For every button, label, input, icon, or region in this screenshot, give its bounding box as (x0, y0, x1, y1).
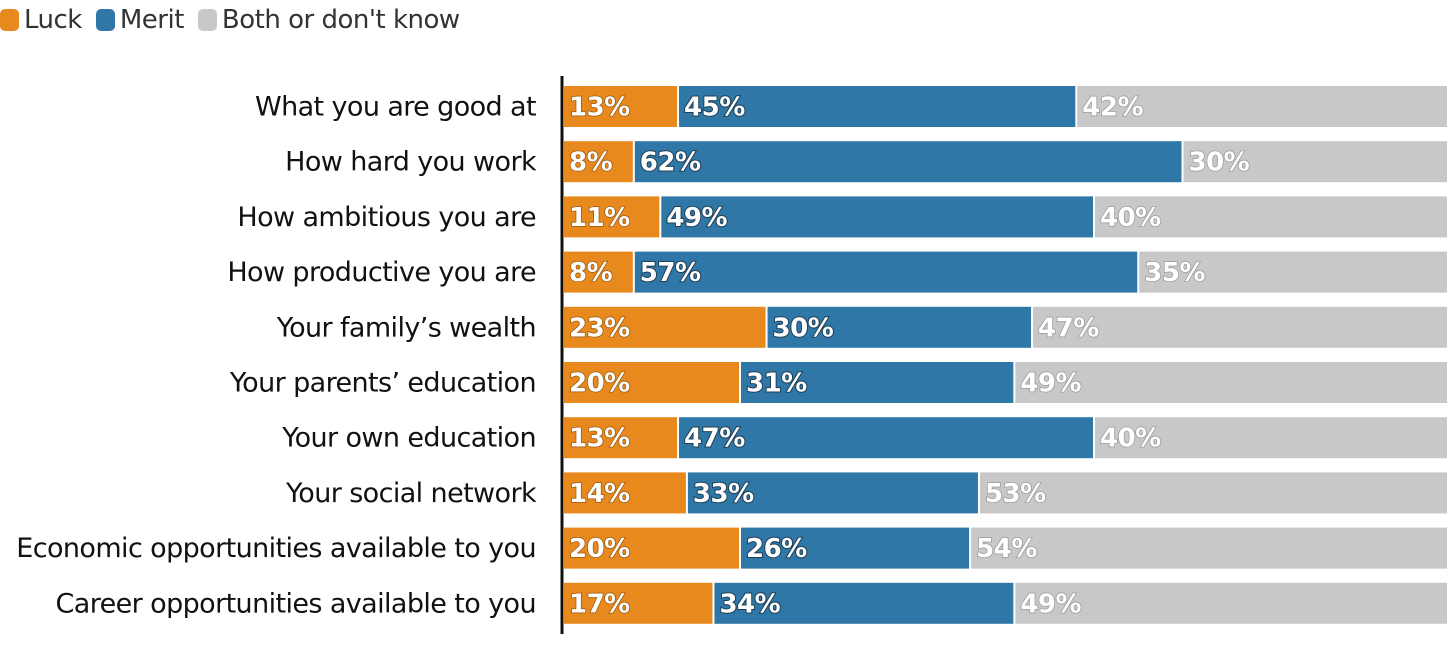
category-label: What you are good at (255, 92, 536, 123)
value-label-both: 40% (1100, 203, 1161, 233)
value-label-merit: 45% (684, 93, 745, 123)
value-label-both: 35% (1144, 258, 1205, 288)
bar-both (971, 527, 1447, 569)
legend-item-luck: Luck (0, 5, 82, 35)
bar-merit (679, 417, 1093, 459)
value-label-luck: 14% (569, 479, 630, 509)
value-label-luck: 13% (569, 424, 630, 454)
category-labels: What you are good at How hard you work How… (16, 92, 537, 620)
value-label-luck: 17% (569, 589, 630, 619)
category-label: Career opportunities available to you (56, 588, 536, 619)
category-label: Economic opportunities available to you (16, 533, 536, 564)
value-label-merit: 33% (693, 479, 754, 509)
value-label-luck: 23% (569, 313, 630, 343)
value-label-luck: 20% (569, 534, 630, 564)
value-label-both: 40% (1100, 424, 1161, 454)
bar-luck (564, 306, 766, 348)
value-label-both: 42% (1082, 93, 1143, 123)
category-label: Your social network (285, 478, 537, 509)
bar-both (1015, 582, 1447, 624)
value-label-both: 30% (1189, 148, 1250, 178)
bar-luck (564, 582, 713, 624)
bar-merit (714, 582, 1014, 624)
bar-luck (564, 141, 633, 183)
bar-luck (564, 362, 739, 403)
legend-label-both: Both or don't know (221, 5, 460, 35)
legend-label-luck: Luck (24, 5, 82, 35)
legend-swatch-luck (0, 9, 19, 31)
value-label-both: 47% (1038, 313, 1099, 343)
bar-luck (564, 86, 678, 127)
value-label-merit: 49% (666, 203, 727, 233)
bar-luck (564, 417, 678, 459)
value-label-both: 49% (1020, 589, 1081, 619)
value-label-merit: 62% (640, 148, 701, 178)
value-label-both: 53% (985, 479, 1046, 509)
bar-both (1139, 251, 1447, 293)
bar-merit (741, 362, 1014, 403)
category-label: How productive you are (227, 257, 536, 288)
category-label: Your parents’ education (229, 368, 536, 399)
value-label-luck: 13% (569, 93, 630, 123)
bars (564, 86, 1447, 624)
legend-swatch-merit (95, 9, 115, 31)
bar-merit (661, 196, 1093, 238)
bar-both (1183, 141, 1447, 183)
value-label-merit: 26% (746, 534, 807, 564)
bar-merit (634, 141, 1182, 183)
category-label: Your family’s wealth (276, 312, 536, 343)
legend: Luck Merit Both or don't know (0, 0, 474, 40)
value-label-both: 54% (976, 534, 1037, 564)
value-label-luck: 11% (569, 203, 630, 233)
value-label-merit: 47% (684, 424, 745, 454)
bar-both (1033, 306, 1447, 348)
bar-merit (687, 472, 978, 514)
legend-item-both: Both or don't know (197, 5, 460, 35)
category-label: How ambitious you are (237, 202, 536, 233)
value-label-merit: 34% (719, 589, 780, 619)
bar-luck (564, 196, 660, 238)
bar-merit (679, 86, 1076, 127)
value-label-luck: 20% (569, 369, 630, 399)
category-label: How hard you work (285, 147, 537, 178)
legend-item-merit: Merit (95, 5, 185, 35)
bar-luck (564, 472, 686, 514)
bar-merit (767, 306, 1032, 348)
value-label-merit: 57% (640, 258, 701, 288)
bar-merit (741, 527, 970, 569)
bar-both (979, 472, 1447, 514)
bar-both (1077, 86, 1447, 127)
bar-both (1095, 417, 1447, 459)
bar-luck (564, 527, 739, 569)
value-label-luck: 8% (569, 258, 613, 288)
value-labels: 13% 45% 42% 8% 62% 30% 11% 49% 40% 8% 57% 35% 23% 30%… (568, 92, 1251, 621)
category-label: Your own education (281, 423, 536, 454)
value-label-merit: 31% (746, 369, 807, 399)
value-label-both: 49% (1020, 369, 1081, 399)
legend-label-merit: Merit (119, 5, 185, 35)
value-label-luck: 8% (569, 148, 613, 178)
bar-both (1015, 362, 1447, 403)
value-label-merit: 30% (773, 313, 834, 343)
bar-both (1095, 196, 1447, 238)
legend-swatch-both (197, 9, 217, 31)
bar-merit (634, 251, 1138, 293)
bar-luck (564, 251, 633, 293)
